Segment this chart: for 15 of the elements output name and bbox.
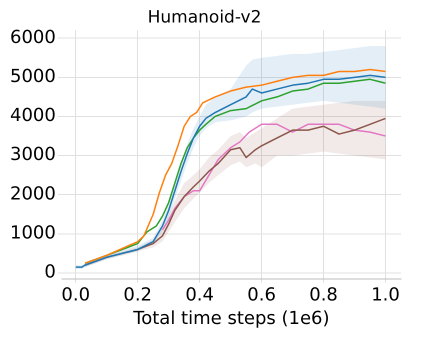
x-tick-label: 1.0	[371, 284, 400, 306]
x-tick-label: 0.2	[123, 284, 152, 306]
y-tick-label: 2000	[10, 183, 56, 204]
y-tick-label: 6000	[10, 26, 56, 48]
y-tick-label: 5000	[10, 66, 56, 88]
y-tick-label: 0	[44, 262, 56, 283]
x-tick-label: 0.8	[309, 284, 338, 306]
x-tick-label: 0.6	[247, 284, 276, 306]
x-tick-label: 0.4	[185, 284, 214, 306]
x-tick-label: 0.0	[61, 284, 90, 306]
chart-title: Humanoid-v2	[148, 8, 262, 28]
y-tick-label: 4000	[10, 105, 56, 126]
y-tick-label: 1000	[10, 222, 56, 244]
y-tick-label: 3000	[10, 144, 56, 166]
x-axis-title: Total time steps (1e6)	[132, 308, 330, 329]
